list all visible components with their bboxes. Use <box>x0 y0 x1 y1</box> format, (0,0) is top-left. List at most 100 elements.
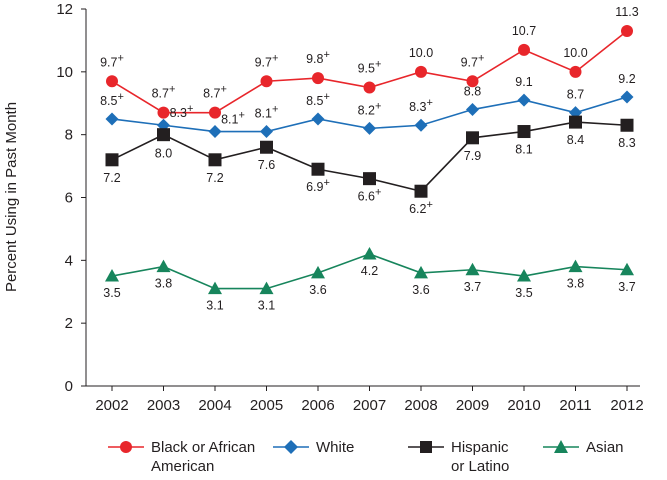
data-point-asian <box>465 262 480 276</box>
data-label-asian: 3.5 <box>515 286 532 300</box>
data-point-hispanic <box>363 172 376 186</box>
y-tick-label: 10 <box>56 64 73 81</box>
data-point-black <box>621 24 633 37</box>
data-label-white: 8.5+ <box>100 91 124 108</box>
data-label-black: 10.7 <box>512 24 536 38</box>
axes: 0 2 4 6 8 10 12 2002 2003 2004 2005 2006 2007 2008 200… <box>56 1 643 414</box>
data-point-hispanic <box>414 184 428 198</box>
data-point-white <box>105 112 119 126</box>
data-point-black <box>312 72 324 85</box>
data-label-hispanic: 7.6 <box>258 158 275 172</box>
x-tick-label: 2009 <box>456 397 489 414</box>
data-point-asian <box>311 265 325 279</box>
legend-swatch-triangle-icon <box>543 440 579 453</box>
legend-swatch-square-icon <box>408 441 444 453</box>
data-point-white <box>414 118 428 132</box>
legend-item-black: Black or African American <box>108 438 255 476</box>
data-point-black <box>518 43 530 56</box>
data-point-black <box>415 65 427 78</box>
legend: Black or African American White Hispanic… <box>108 438 667 478</box>
x-tick-label: 2003 <box>147 397 180 414</box>
data-label-hispanic: 6.6+ <box>358 187 382 204</box>
data-label-hispanic: 7.2 <box>206 171 223 185</box>
x-tick-label: 2012 <box>610 397 643 414</box>
y-axis-label: Percent Using in Past Month <box>3 102 20 292</box>
data-label-hispanic: 8.4 <box>567 133 584 147</box>
data-label-black: 8.7+ <box>203 84 227 101</box>
data-label-asian: 3.1 <box>258 299 275 313</box>
legend-label-white: White <box>316 439 355 456</box>
legend-swatch-circle-icon <box>108 441 144 453</box>
data-point-asian <box>568 259 583 273</box>
data-point-black <box>466 75 479 88</box>
y-tick-label: 0 <box>65 378 73 395</box>
x-tick-label: 2010 <box>507 397 540 414</box>
data-label-asian: 3.8 <box>567 277 584 291</box>
data-point-white <box>517 93 531 107</box>
x-tick-label: 2007 <box>353 397 386 414</box>
data-label-asian: 3.8 <box>155 277 172 291</box>
data-point-black <box>157 106 170 119</box>
x-tick-label: 2005 <box>250 397 283 414</box>
data-label-white: 8.1+ <box>221 110 245 127</box>
data-label-asian: 3.7 <box>618 280 635 294</box>
data-label-black: 8.7+ <box>152 84 176 101</box>
x-tick-label: 2006 <box>301 397 334 414</box>
data-point-hispanic <box>466 131 479 145</box>
data-label-hispanic: 6.9+ <box>306 177 330 194</box>
legend-item-white: White <box>273 438 354 457</box>
x-tick-label: 2002 <box>95 397 128 414</box>
x-tick-label: 2004 <box>198 397 231 414</box>
line-chart: 0 2 4 6 8 10 12 2002 2003 2004 2005 2006 2007 2008 200… <box>3 1 644 414</box>
data-point-white <box>620 90 634 104</box>
legend-label-hispanic: Hispanic or Latino <box>451 439 510 475</box>
data-label-white: 8.3+ <box>409 97 433 114</box>
legend-swatch-diamond-icon <box>273 440 309 454</box>
data-label-black: 10.0 <box>409 46 433 60</box>
data-label-hispanic: 8.1 <box>515 143 532 157</box>
data-label-white: 8.3+ <box>170 103 194 120</box>
data-label-white: 8.7 <box>567 88 584 102</box>
data-point-black <box>569 65 582 78</box>
data-point-hispanic <box>517 125 531 139</box>
data-label-white: 8.1+ <box>255 104 279 121</box>
data-point-asian <box>362 247 377 260</box>
data-point-black <box>209 106 221 119</box>
data-point-hispanic <box>208 153 222 167</box>
data-label-asian: 3.6 <box>309 283 326 297</box>
series-markers <box>105 24 634 295</box>
data-point-asian <box>414 265 428 279</box>
legend-label-asian: Asian <box>586 439 624 456</box>
data-point-hispanic <box>157 128 170 142</box>
data-label-asian: 4.2 <box>361 264 378 278</box>
data-label-black: 9.7+ <box>100 52 124 69</box>
data-point-asian <box>208 281 222 295</box>
data-point-hispanic <box>569 115 582 129</box>
data-label-white: 8.2+ <box>358 100 382 117</box>
data-label-hispanic: 7.9 <box>464 149 481 163</box>
data-label-asian: 3.6 <box>412 283 429 297</box>
data-point-hispanic <box>260 140 273 154</box>
data-label-black: 9.7+ <box>461 52 485 69</box>
data-point-white <box>466 103 479 117</box>
data-point-black <box>260 75 273 88</box>
data-label-asian: 3.5 <box>103 286 120 300</box>
data-label-hispanic: 8.3 <box>618 136 635 150</box>
data-point-asian <box>105 269 119 282</box>
data-point-black <box>106 75 118 88</box>
y-tick-label: 2 <box>65 315 73 332</box>
data-point-white <box>260 125 273 139</box>
data-point-asian <box>259 281 274 295</box>
data-point-black <box>363 81 376 94</box>
x-tick-label: 2008 <box>404 397 437 414</box>
legend-label-black: Black or African American <box>151 439 256 475</box>
data-point-white <box>363 121 376 135</box>
x-tick-label: 2011 <box>559 397 591 414</box>
data-label-white: 9.1 <box>515 75 532 89</box>
data-label-white: 8.8 <box>464 85 481 99</box>
data-label-asian: 3.1 <box>206 299 223 313</box>
data-label-black: 9.8+ <box>306 49 330 66</box>
data-point-hispanic <box>105 153 119 167</box>
legend-item-hispanic: Hispanic or Latino <box>408 438 509 476</box>
data-label-black: 9.7+ <box>255 52 279 69</box>
